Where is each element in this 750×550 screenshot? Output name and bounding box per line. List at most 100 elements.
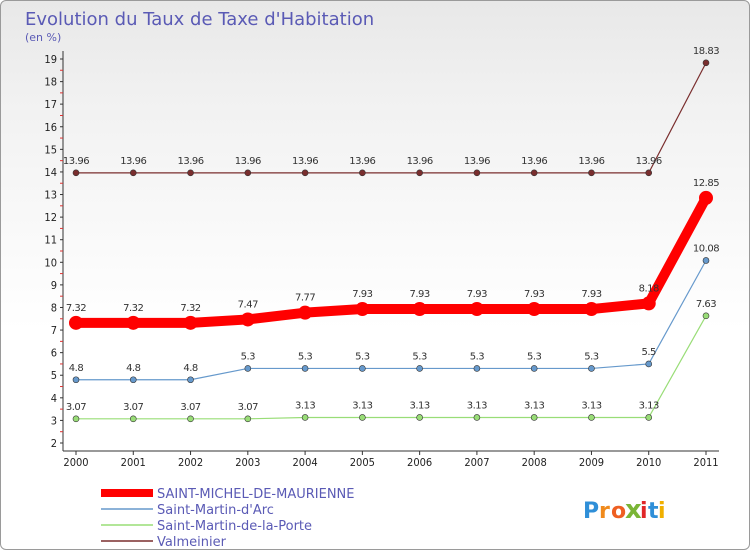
data-label: 10.08 (693, 243, 719, 254)
data-point (129, 169, 137, 177)
x-tick-label: 2000 (63, 456, 88, 469)
data-label: 13.96 (349, 156, 375, 167)
data-point (72, 169, 80, 177)
data-label: 3.13 (467, 400, 487, 411)
y-tick-label: 9 (51, 279, 57, 292)
data-point (244, 415, 252, 423)
data-point (469, 302, 484, 317)
data-point (412, 302, 427, 317)
legend-label: Saint-Martin-de-la-Porte (157, 519, 312, 534)
data-point (416, 365, 423, 372)
y-tick-label: 5 (51, 369, 57, 382)
data-point (187, 169, 194, 177)
series-line (76, 260, 707, 381)
series-1: 4.8 4.8 4.8 5.3 5.3 5.3 5.3 5.3 5.3 5.3 5.5 10.08 (69, 243, 720, 384)
data-point (416, 169, 423, 177)
data-label: 12.85 (693, 178, 719, 189)
data-point (359, 169, 366, 177)
series-3: 13.96 13.96 13.96 13.96 13.96 13.96 13.96 13.96… (63, 46, 720, 177)
data-label: 3.13 (581, 400, 601, 411)
data-point (126, 315, 141, 330)
y-tick-label: 19 (44, 53, 57, 66)
data-point (72, 376, 80, 384)
data-label: 3.13 (524, 400, 544, 411)
data-label: 3.13 (410, 400, 430, 411)
data-point (244, 169, 252, 177)
data-label: 8.18 (639, 283, 659, 294)
y-tick-label: 17 (44, 98, 57, 111)
y-tick-label: 15 (44, 143, 57, 156)
data-label: 3.13 (352, 400, 372, 411)
x-tick-label: 2002 (178, 456, 203, 469)
data-point (72, 415, 80, 423)
data-point (298, 305, 313, 320)
data-point (702, 59, 710, 67)
x-tick-label: 2007 (464, 456, 489, 469)
data-label: 7.32 (123, 303, 143, 314)
data-point (530, 414, 538, 421)
x-tick-label: 2003 (235, 456, 260, 469)
data-point (301, 169, 309, 177)
data-point (702, 312, 710, 320)
data-point (183, 315, 198, 330)
data-label: 5.3 (298, 351, 313, 362)
data-label: 7.63 (696, 299, 716, 310)
data-label: 7.47 (238, 299, 258, 310)
data-point (527, 302, 542, 317)
data-label: 5.5 (642, 347, 657, 358)
data-label: 13.96 (120, 156, 146, 167)
data-label: 13.96 (464, 156, 490, 167)
logo-letter: P (583, 499, 599, 524)
data-point (645, 360, 653, 368)
legend: SAINT-MICHEL-DE-MAURIENNESaint-Martin-d'… (101, 487, 355, 549)
y-tick-label: 18 (44, 76, 57, 89)
data-point (699, 190, 713, 205)
y-tick-label: 8 (51, 301, 57, 314)
data-point (641, 296, 656, 311)
legend-label: Saint-Martin-d'Arc (157, 503, 274, 518)
data-label: 7.93 (581, 289, 601, 300)
data-label: 18.83 (693, 46, 719, 57)
data-point (187, 376, 194, 384)
data-label: 4.8 (126, 363, 141, 374)
data-label: 7.93 (352, 289, 372, 300)
data-point (473, 414, 481, 421)
data-label: 13.96 (63, 156, 89, 167)
y-tick-label: 13 (44, 189, 57, 202)
data-point (359, 365, 366, 372)
y-tick-label: 4 (51, 392, 57, 405)
data-label: 7.93 (467, 289, 487, 300)
data-label: 3.13 (295, 400, 315, 411)
logo-letter: r (599, 499, 610, 524)
data-point (702, 257, 710, 264)
y-tick-label: 6 (51, 347, 57, 360)
axes: 2 3 4 5 6 7 8 9 10 11 12 13 14 15 16 17 18 19 2000 2001 2002… (44, 51, 719, 469)
series-0: 7.32 7.32 7.32 7.47 7.77 7.93 7.93 7.93 7.93 7.93… (66, 178, 720, 330)
data-label: 3.13 (639, 400, 659, 411)
data-point (355, 302, 370, 317)
data-label: 13.96 (235, 156, 261, 167)
x-tick-label: 2001 (121, 456, 146, 469)
logo-letter: i (658, 499, 666, 524)
data-label: 13.96 (521, 156, 547, 167)
y-tick-label: 14 (44, 166, 57, 179)
y-tick-label: 16 (44, 121, 57, 134)
data-point (129, 415, 137, 423)
chart-subtitle: (en %) (25, 31, 61, 44)
data-point (645, 414, 653, 421)
logo-letter: t (648, 499, 659, 524)
data-label: 7.77 (295, 293, 315, 304)
data-label: 13.96 (578, 156, 604, 167)
data-point (588, 414, 595, 421)
y-tick-label: 2 (51, 437, 57, 450)
data-label: 3.07 (180, 402, 200, 413)
data-label: 3.07 (123, 402, 143, 413)
x-tick-label: 2010 (636, 456, 661, 469)
series-layer: 13.96 13.96 13.96 13.96 13.96 13.96 13.96 13.96… (63, 46, 720, 423)
data-label: 13.96 (636, 156, 662, 167)
data-point (473, 365, 481, 372)
data-label: 3.07 (238, 402, 258, 413)
